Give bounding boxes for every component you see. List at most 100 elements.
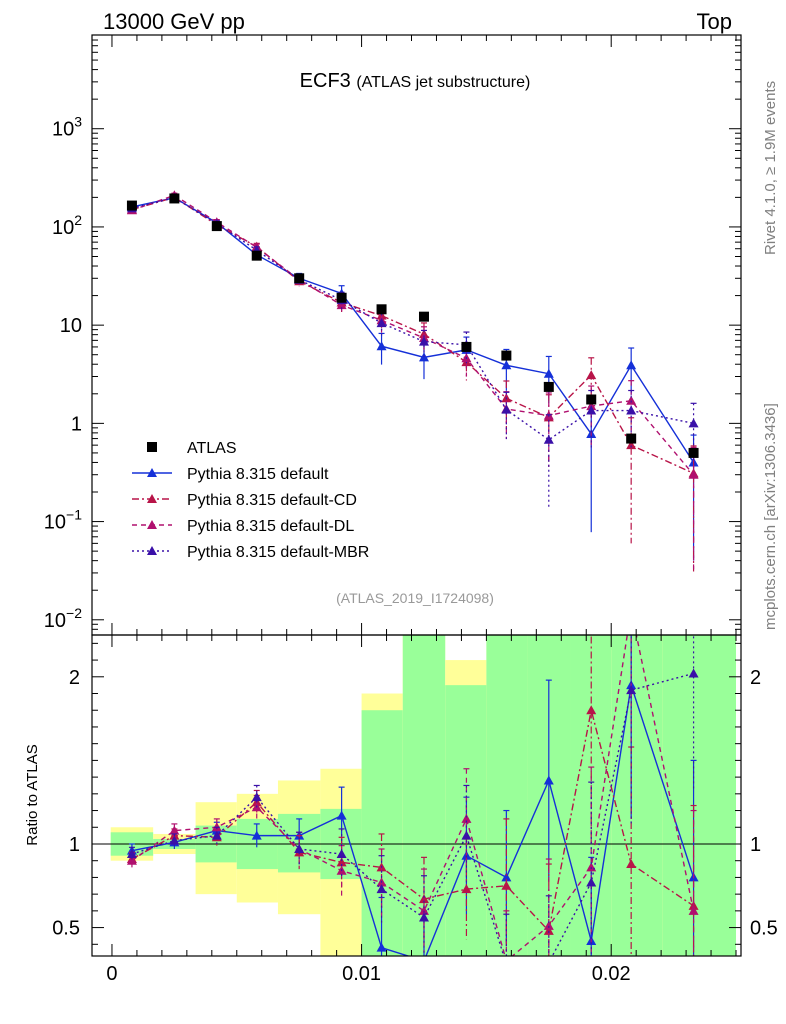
x-tick-label: 0.01 [342, 963, 381, 985]
ratio-point [461, 884, 472, 894]
data-point [336, 292, 347, 303]
legend-marker-data [147, 442, 157, 452]
series-point [501, 404, 512, 414]
ratio-point [586, 705, 597, 715]
ratio-point [501, 959, 511, 968]
y-tick-label: 10 [60, 315, 82, 337]
ratio-tick-label-right: 0.5 [750, 918, 778, 940]
series-main-2 [126, 190, 699, 573]
series-line [131, 194, 695, 476]
series-point [418, 336, 429, 346]
chart-title: ECF3 (ATLAS jet substructure) [300, 70, 531, 92]
series-point [586, 370, 597, 380]
series-main-1 [126, 192, 699, 572]
series-line [131, 197, 695, 463]
ratio-point [211, 830, 222, 840]
series-point [688, 418, 699, 428]
series-point [336, 300, 347, 310]
legend-label-3: Pythia 8.315 default-MBR [187, 544, 369, 561]
series-ratio-3 [126, 635, 699, 968]
series-line [131, 197, 694, 441]
series-point [626, 440, 637, 450]
legend-label-0: Pythia 8.315 default [187, 466, 329, 483]
y-tick-base: 10 [44, 512, 66, 534]
series-point [586, 405, 597, 415]
data-point [418, 311, 429, 322]
y-tick-exponent: −2 [66, 605, 82, 621]
ratio-line [131, 635, 695, 956]
band-inner-bin [486, 635, 528, 956]
data-points [126, 193, 699, 458]
legend-marker-0 [147, 468, 157, 477]
ratio-point [543, 925, 554, 935]
ratio-point [626, 685, 637, 695]
ratio-tick-label-left: 2 [69, 667, 80, 689]
series-point [626, 360, 637, 370]
data-point [294, 273, 305, 284]
ratio-point [419, 956, 429, 965]
ratio-line [131, 684, 695, 956]
legend-marker-3 [147, 546, 157, 555]
ratio-point [543, 775, 554, 785]
ratio-point [544, 958, 554, 967]
mcplots-label: mcplots.cern.ch [arXiv:1306.3436] [762, 403, 779, 630]
ratio-point [376, 884, 387, 894]
axis-ticks [92, 34, 741, 956]
ratio-point [126, 855, 137, 865]
series-layer [126, 190, 699, 968]
band-inner-bin [361, 710, 403, 956]
series-point [501, 360, 512, 370]
data-point [251, 250, 262, 261]
ratio-point [626, 859, 637, 869]
y-tick-label: 10−1 [44, 507, 82, 534]
data-point [211, 221, 222, 232]
ratio-point [169, 825, 180, 835]
series-line [131, 196, 694, 474]
ratio-point [126, 849, 137, 859]
data-point [586, 394, 597, 405]
ratio-point [501, 872, 512, 882]
ratio-point [294, 844, 305, 853]
ratio-line [131, 710, 694, 933]
legend-label-data: ATLAS [187, 440, 237, 457]
ratio-point [461, 830, 472, 840]
y-tick-label: 1 [71, 413, 82, 435]
ratio-point [461, 813, 472, 823]
legend-label-1: Pythia 8.315 default-CD [187, 492, 357, 509]
chart-title-main: ECF3 [300, 70, 357, 92]
data-point [543, 381, 554, 392]
data-point [626, 433, 637, 444]
band-inner-bin [570, 635, 612, 956]
ratio-point [418, 912, 429, 922]
series-point [543, 368, 554, 378]
ratio-tick-label-left: 1 [69, 834, 80, 856]
x-tick-label: 0 [106, 963, 117, 985]
y-tick-label: 103 [52, 114, 82, 141]
band-inner-bin [611, 635, 663, 956]
ratio-ylabel: Ratio to ATLAS [24, 744, 41, 845]
chart-title-sub: (ATLAS jet substructure) [356, 74, 530, 91]
analysis-label: (ATLAS_2019_I1724098) [336, 590, 494, 606]
legend-marker-1 [147, 494, 157, 503]
rivet-label: Rivet 4.1.0, ≥ 1.9M events [762, 80, 779, 255]
band-inner-bin [445, 685, 487, 956]
header-right: Top [696, 9, 732, 34]
data-point [461, 341, 472, 352]
ratio-tick-label-right: 1 [750, 834, 761, 856]
data-point [501, 350, 512, 361]
ratio-point [336, 849, 347, 859]
y-tick-base: 10 [52, 217, 74, 239]
ratio-point [543, 920, 554, 930]
ratio-point [418, 905, 429, 915]
x-tick-label: 0.02 [592, 963, 631, 985]
header-left: 13000 GeV pp [103, 9, 245, 34]
ratio-tick-label-right: 2 [750, 667, 761, 689]
ratio-point [336, 857, 347, 867]
ratio-point [336, 810, 347, 820]
data-point [376, 304, 387, 315]
ratio-point [169, 835, 180, 845]
ratio-tick-label-left: 0.5 [52, 918, 80, 940]
